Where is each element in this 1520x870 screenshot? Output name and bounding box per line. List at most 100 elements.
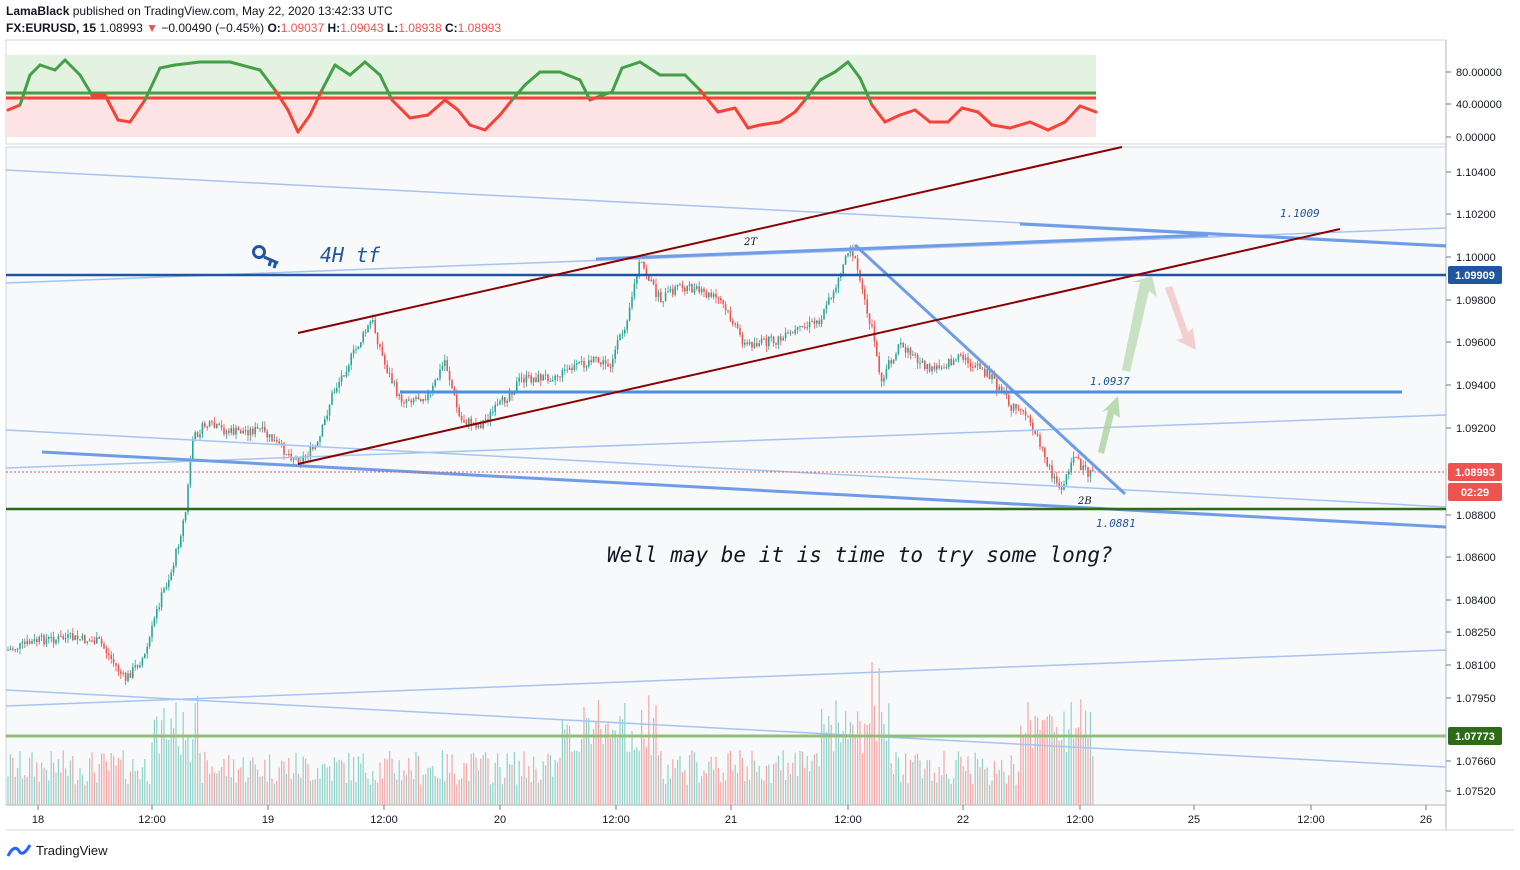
volume-bar [456,784,458,805]
candle-body [151,625,153,638]
timeframe-label: 4H tf [320,243,381,267]
volume-bar [564,729,566,805]
volume-bar [403,770,405,805]
volume-bar [593,729,595,805]
volume-bar [609,738,611,805]
volume-bar [401,780,403,805]
volume-bar [991,780,993,805]
candle-body [662,301,664,303]
volume-bar [789,774,791,805]
candle-body [919,362,921,364]
volume-bar [264,759,266,805]
candle-body [948,358,950,368]
time-axis[interactable]: 18 12:00 19 12:00 20 12:00 21 12:00 22 12:00 25 12:… [32,805,1432,826]
volume-bar [120,759,122,805]
price-tick-label: 1.09600 [1456,337,1496,349]
trendline-light-6 [5,689,1447,768]
candle-body [691,283,693,293]
candle-body [544,374,547,376]
candle-body [91,640,93,642]
symbol-name[interactable]: FX:EURUSD, 15 [6,21,97,35]
volume-bar [1037,717,1039,805]
volume-bar [177,746,179,805]
volume-bar [295,752,297,805]
volume-bar [775,762,777,805]
volume-bar [129,771,131,805]
candle-body [480,424,482,429]
volume-bar [396,779,398,805]
candle-body [132,667,134,678]
candle-body [645,268,648,276]
channel-upper-line [297,146,1123,334]
key-icon [252,245,279,269]
oscillator-axis[interactable]: 80.00000 40.00000 0.00000 [1446,67,1502,144]
volume-bar [1032,748,1034,805]
osc-segment [588,94,602,102]
volume-bar [696,762,698,805]
volume-bar [559,757,561,805]
volume-bar [669,778,671,805]
candle-body [441,365,444,370]
volume-bar [897,757,899,805]
volume-bar [317,767,319,805]
time-tick-label: 19 [262,814,274,826]
candle-body [511,393,513,395]
volume-bar [187,736,189,805]
time-tick-label: 12:00 [834,814,862,826]
tradingview-logo[interactable]: TradingView [6,842,108,858]
osc-segment [408,113,430,120]
volume-bar [549,755,551,805]
candle-body [465,422,468,425]
osc-segment [273,88,290,112]
candle-body [648,275,650,281]
price-axis[interactable]: 1.10400 1.10200 1.10000 1.09800 1.09600 1.094… [1446,167,1496,798]
volume-bar [919,760,921,805]
candle-body [612,358,614,367]
candle-body [696,286,698,289]
volume-bar [660,751,662,805]
candle-body [777,336,780,345]
volume-bar [333,757,335,805]
price-tick-label: 1.10200 [1456,209,1496,221]
osc-segment [870,103,887,124]
volume-bar [1065,751,1067,805]
volume-bar [182,711,184,805]
volume-bar [36,762,38,805]
candle-body [765,338,768,347]
volume-bar [345,782,347,805]
candle-body [976,363,979,366]
candle-body [259,428,261,430]
candle-body [264,427,266,432]
price-tick-label: 1.09400 [1456,380,1496,392]
volume-bar [917,753,919,805]
candle-body [489,411,492,421]
author-name[interactable]: LamaBlack [6,4,70,18]
volume-bar [758,765,760,805]
price-labels: 1.09909 1.08993 02:29 1.07773 [1448,266,1502,745]
osc-segment [913,108,932,124]
volume-bar [981,758,983,805]
candle-body [880,372,883,382]
volume-bar [65,768,67,805]
osc-segment [348,60,367,77]
high-value: 1.09043 [340,21,384,35]
volume-bar [48,780,50,805]
osc-segment [793,98,807,114]
candle-body [43,635,45,645]
osc-segment [378,73,394,102]
candle-body [1053,476,1056,479]
candle-body [559,376,561,378]
candle-body [24,641,26,644]
volume-bar [175,702,177,805]
candle-body [571,367,573,370]
upper-downtrend-line [1019,222,1447,248]
candle-body [379,344,381,347]
osc-upper-zone [6,55,1096,95]
candle-body [156,609,158,619]
volume-bar [216,773,218,805]
candle-body [895,354,897,360]
volume-bar [864,723,866,805]
volume-bar [861,753,863,805]
low-value: 1.08938 [398,21,442,35]
